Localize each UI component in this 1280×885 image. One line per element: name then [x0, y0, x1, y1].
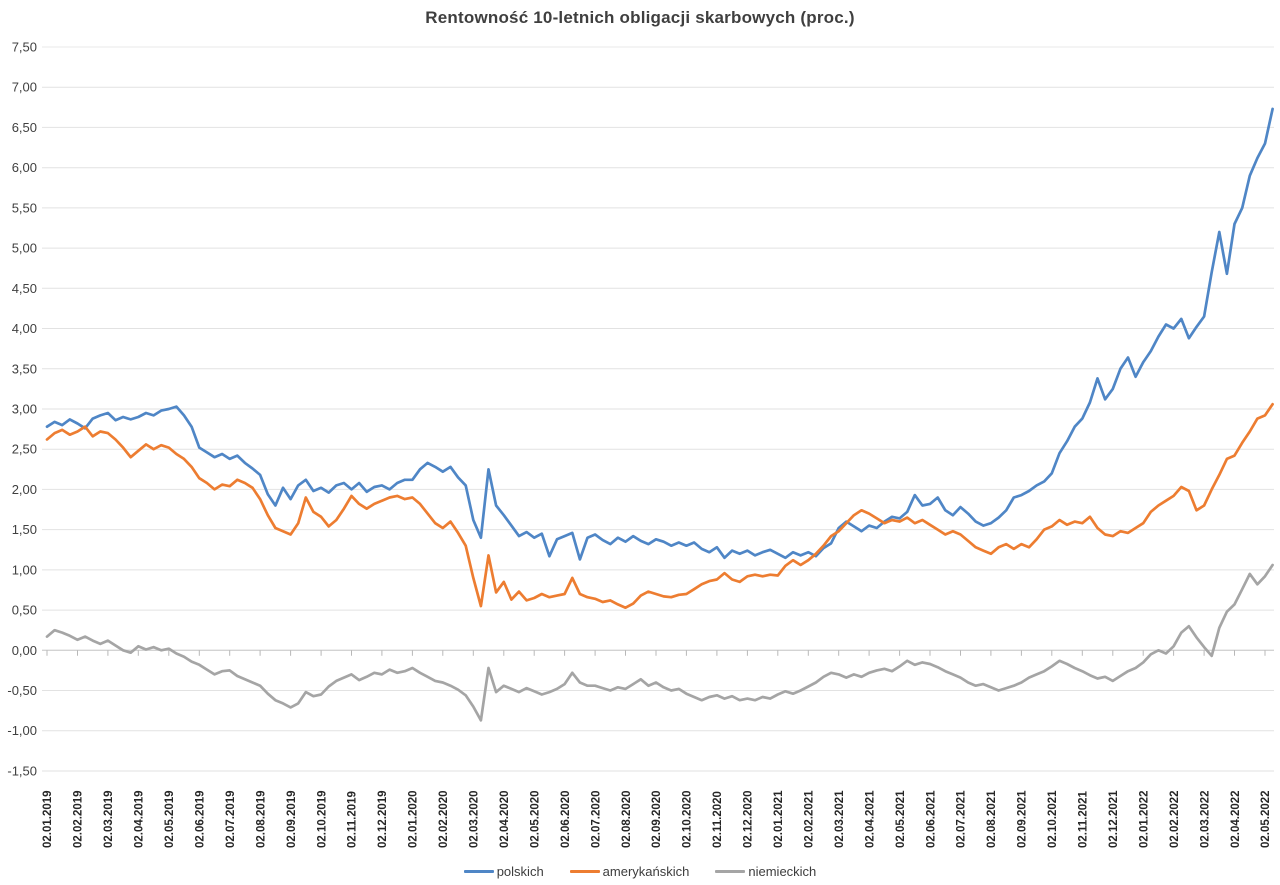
legend-swatch-polskich — [463, 870, 494, 873]
x-tick-label: 02.12.2021 — [1108, 790, 1120, 848]
legend-item-niemieckich: niemieckich — [715, 864, 816, 879]
x-tick-label: 02.11.2021 — [1078, 790, 1090, 848]
y-tick-label: -0,50 — [7, 683, 37, 698]
y-tick-label: 7,00 — [12, 80, 37, 95]
x-tick-label: 02.07.2020 — [590, 790, 602, 848]
x-tick-label: 02.05.2020 — [529, 790, 541, 848]
x-tick-label: 02.12.2020 — [743, 790, 755, 848]
x-tick-label: 02.08.2020 — [621, 790, 633, 848]
chart-title: Rentowność 10-letnich obligacji skarbowy… — [425, 8, 855, 27]
x-tick-label: 02.06.2021 — [925, 790, 937, 848]
x-tick-label: 02.06.2020 — [560, 790, 572, 848]
x-tick-label: 02.05.2019 — [164, 790, 176, 848]
x-tick-label: 02.01.2020 — [408, 790, 420, 848]
x-tick-label: 02.02.2022 — [1169, 790, 1181, 848]
legend-label: polskich — [496, 864, 544, 879]
x-tick-label: 02.07.2021 — [956, 790, 968, 848]
series-line-amerykańskich — [45, 402, 1274, 610]
y-tick-label: 7,50 — [12, 40, 37, 55]
x-tick-label: 02.11.2020 — [712, 791, 724, 848]
x-tick-label: 02.03.2022 — [1199, 790, 1211, 848]
series-line-polskich — [45, 107, 1274, 561]
x-tick-label: 02.03.2021 — [834, 790, 846, 848]
y-tick-label: 3,00 — [12, 402, 37, 417]
y-tick-label: 6,00 — [12, 160, 37, 175]
x-tick-label: 02.03.2019 — [103, 790, 115, 848]
y-tick-label: -1,50 — [7, 764, 37, 779]
gridlines — [42, 46, 1274, 772]
x-tick-label: 02.09.2019 — [286, 790, 298, 848]
x-tick-label: 02.06.2019 — [194, 790, 206, 848]
x-tick-label: 02.07.2019 — [225, 790, 237, 848]
x-tick-label: 02.11.2019 — [347, 791, 359, 848]
y-tick-label: 1,00 — [12, 562, 37, 577]
x-tick-label: 02.10.2019 — [316, 790, 328, 848]
x-tick-label: 02.04.2022 — [1230, 790, 1242, 848]
x-tick-label: 02.04.2020 — [499, 790, 511, 848]
y-tick-label: 5,00 — [12, 241, 37, 256]
x-axis-labels: 02.01.2019 02.02.2019 02.03.2019 02.04.2019… — [42, 790, 1272, 848]
x-tick-label: 02.10.2021 — [1047, 790, 1059, 848]
x-tick-label: 02.01.2019 — [42, 790, 54, 848]
legend-swatch-niemieckich — [715, 870, 746, 873]
series-lines — [45, 107, 1274, 722]
legend-label: amerykańskich — [602, 864, 690, 879]
x-tick-label: 02.09.2020 — [651, 790, 663, 848]
chart-legend: polskich amerykańskich niemieckich — [0, 864, 1280, 879]
y-tick-label: 4,50 — [12, 281, 37, 296]
x-tick-label: 02.02.2020 — [438, 790, 450, 848]
x-tick-label: 02.02.2019 — [73, 790, 85, 848]
y-tick-label: 2,00 — [12, 482, 37, 497]
y-tick-label: 5,50 — [12, 200, 37, 215]
legend-item-amerykanskich: amerykańskich — [569, 864, 690, 879]
y-axis-labels: 7,50 7,00 6,50 6,00 5,50 5,00 4,50 4,00 3,50 3,00… — [7, 40, 37, 779]
y-tick-label: 3,50 — [12, 361, 37, 376]
y-tick-label: 2,50 — [12, 442, 37, 457]
x-tick-label: 02.12.2019 — [377, 790, 389, 848]
x-tick-label: 02.05.2022 — [1260, 790, 1272, 848]
series-line-niemieckich — [45, 563, 1274, 722]
y-tick-label: 1,50 — [12, 522, 37, 537]
zero-axis — [42, 649, 1274, 656]
y-tick-label: 6,50 — [12, 120, 37, 135]
x-tick-label: 02.01.2021 — [773, 790, 785, 848]
x-tick-label: 02.08.2021 — [986, 790, 998, 848]
legend-swatch-amerykanskich — [569, 870, 600, 873]
x-tick-label: 02.04.2019 — [134, 790, 146, 848]
x-tick-label: 02.04.2021 — [864, 790, 876, 848]
x-tick-label: 02.03.2020 — [469, 790, 481, 848]
legend-item-polskich: polskich — [463, 864, 544, 879]
y-tick-label: 4,00 — [12, 321, 37, 336]
x-tick-label: 02.10.2020 — [682, 790, 694, 848]
x-tick-label: 02.05.2021 — [895, 790, 907, 848]
x-tick-label: 02.09.2021 — [1017, 790, 1029, 848]
x-tick-label: 02.01.2022 — [1138, 790, 1150, 848]
x-tick-label: 02.08.2019 — [255, 790, 267, 848]
x-tick-label: 02.02.2021 — [804, 790, 816, 848]
y-tick-label: 0,00 — [12, 643, 37, 658]
y-tick-label: -1,00 — [7, 723, 37, 738]
y-tick-label: 0,50 — [12, 603, 37, 618]
legend-label: niemieckich — [748, 864, 817, 879]
